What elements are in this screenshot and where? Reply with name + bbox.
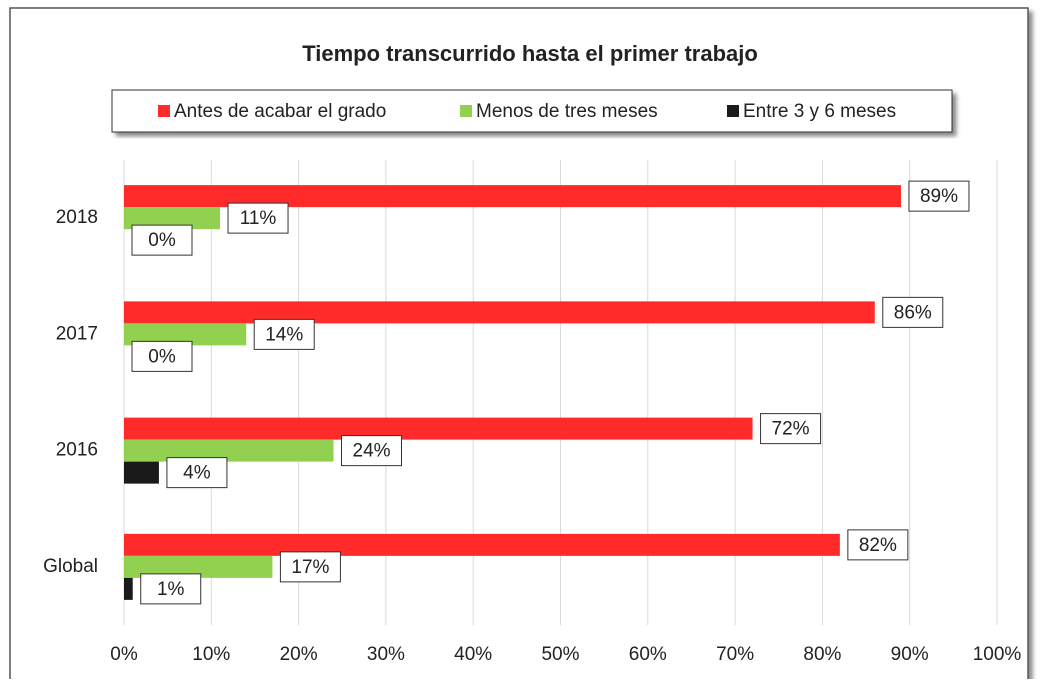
bar	[124, 323, 247, 346]
y-tick-label: Global	[43, 556, 98, 577]
bar	[124, 301, 875, 324]
value-label-box	[882, 296, 944, 328]
bar	[124, 533, 840, 556]
x-tick-label: 100%	[973, 644, 1022, 665]
value-label: 11%	[240, 208, 277, 229]
value-label-box	[341, 435, 403, 467]
value-label: 24%	[353, 441, 391, 462]
value-label: 89%	[920, 186, 958, 207]
legend-swatch	[727, 105, 739, 117]
value-label: 0%	[148, 230, 176, 251]
value-label-box	[908, 180, 970, 212]
x-tick-label: 50%	[541, 644, 579, 665]
legend-swatch	[460, 105, 472, 117]
value-label: 14%	[265, 324, 303, 345]
x-tick-label: 40%	[454, 644, 492, 665]
x-tick-label: 70%	[716, 644, 754, 665]
bar	[124, 207, 221, 230]
chart-title: Tiempo transcurrido hasta el primer trab…	[302, 41, 758, 66]
value-label-box	[131, 224, 193, 256]
legend-label: Menos de tres meses	[476, 101, 658, 122]
value-label: 4%	[183, 463, 211, 484]
y-tick-label: 2018	[56, 207, 98, 228]
x-tick-label: 60%	[629, 644, 667, 665]
legend-swatch	[158, 105, 170, 117]
legend-label: Entre 3 y 6 meses	[743, 101, 896, 122]
bar	[124, 577, 133, 600]
value-label-box	[760, 413, 822, 445]
bar	[124, 555, 273, 578]
value-label: 0%	[148, 346, 176, 367]
value-label-box	[253, 318, 315, 350]
x-tick-label: 90%	[891, 644, 929, 665]
bar	[124, 461, 159, 484]
legend-label: Antes de acabar el grado	[174, 101, 386, 122]
value-label-box	[279, 551, 341, 583]
value-label-box	[140, 573, 202, 605]
x-tick-label: 10%	[192, 644, 230, 665]
value-label-box	[166, 457, 228, 489]
x-tick-label: 20%	[280, 644, 318, 665]
value-label-box	[131, 340, 193, 372]
value-label-box	[227, 202, 289, 234]
value-label-box	[847, 529, 909, 561]
bar	[124, 417, 753, 440]
x-tick-label: 0%	[110, 644, 138, 665]
y-tick-label: 2017	[56, 323, 98, 344]
value-label: 86%	[894, 302, 932, 323]
value-label: 72%	[772, 419, 810, 440]
value-label: 1%	[157, 579, 185, 600]
x-tick-label: 80%	[803, 644, 841, 665]
bar	[124, 439, 334, 462]
y-tick-label: 2016	[56, 440, 98, 461]
legend-box	[111, 89, 953, 133]
bar	[124, 185, 901, 208]
x-tick-label: 30%	[367, 644, 405, 665]
value-label: 82%	[859, 535, 897, 556]
value-label: 17%	[291, 557, 329, 578]
